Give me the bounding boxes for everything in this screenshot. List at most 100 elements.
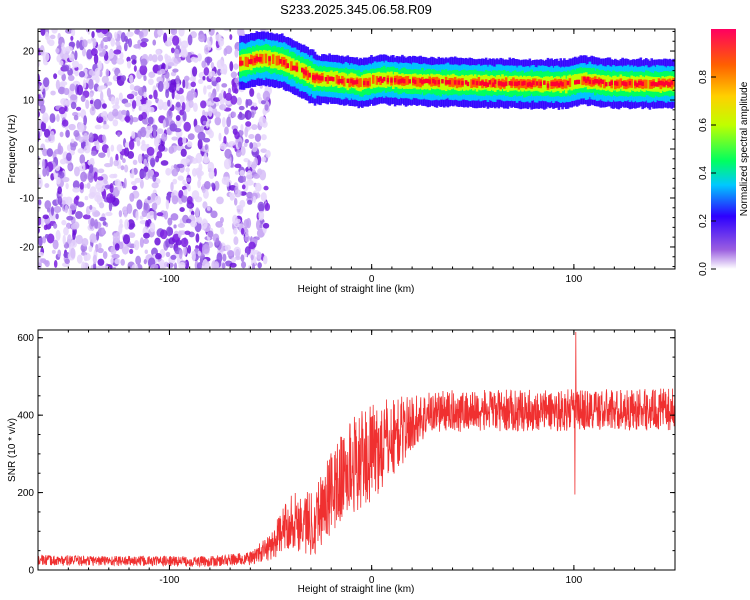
noise-blob: [185, 167, 190, 173]
noise-blob: [73, 114, 79, 121]
trace-cell: [661, 81, 664, 86]
trace-cell: [648, 80, 652, 89]
noise-blob: [57, 86, 66, 95]
noise-blob: [198, 78, 204, 85]
noise-blob: [42, 167, 47, 177]
noise-blob: [262, 222, 270, 229]
noise-blob: [96, 187, 105, 193]
noise-blob: [237, 141, 242, 149]
noise-blob: [200, 100, 207, 109]
noise-blob: [157, 81, 164, 92]
noise-blob: [105, 211, 113, 217]
trace-cell: [572, 74, 575, 90]
noise-blob: [240, 227, 245, 235]
noise-blob: [179, 109, 184, 116]
noise-blob: [197, 131, 206, 141]
trace-cell: [563, 79, 566, 89]
noise-blob: [159, 229, 168, 240]
trace-cell: [341, 78, 344, 84]
trace-cell: [333, 71, 337, 87]
noise-blob: [154, 237, 161, 246]
trace-cell: [643, 79, 646, 89]
noise-blob: [240, 146, 246, 156]
noise-blob: [101, 103, 107, 109]
noise-blob: [171, 29, 176, 34]
trace-cell: [415, 77, 419, 87]
trace-cell: [666, 81, 670, 87]
trace-cell: [308, 72, 311, 78]
noise-blob: [94, 67, 101, 78]
trace-cell: [257, 56, 260, 62]
noise-blob: [260, 100, 266, 105]
trace-cell: [432, 78, 435, 84]
noise-blob: [50, 90, 56, 96]
noise-blob: [177, 230, 182, 238]
spectrogram-y-tick-label: -20: [20, 242, 35, 253]
trace-cell: [486, 82, 490, 87]
trace-cell: [564, 79, 568, 89]
noise-blob: [169, 123, 178, 132]
noise-blob: [116, 144, 123, 153]
noise-blob: [231, 111, 237, 118]
trace-cell: [490, 78, 493, 88]
noise-blob: [140, 38, 149, 43]
noise-blob: [114, 101, 119, 107]
noise-blob: [94, 124, 102, 130]
noise-blob: [189, 76, 196, 82]
trace-cell: [628, 80, 632, 86]
noise-blob: [66, 215, 74, 221]
noise-blob: [87, 159, 95, 166]
noise-blob: [42, 148, 48, 157]
noise-blob: [139, 170, 147, 179]
noise-blob: [42, 214, 49, 220]
noise-blob: [234, 189, 242, 198]
trace-cell: [575, 79, 579, 85]
noise-blob: [55, 229, 61, 241]
noise-blob: [72, 187, 81, 193]
noise-blob: [129, 83, 135, 91]
noise-blob: [38, 133, 40, 143]
noise-blob: [61, 119, 69, 127]
snr-x-tick-label: 100: [566, 575, 583, 586]
noise-blob: [201, 60, 206, 69]
trace-cell: [635, 82, 639, 88]
noise-blob: [244, 234, 251, 243]
noise-blob: [214, 111, 221, 118]
noise-blob: [195, 152, 203, 164]
trace-cell: [461, 80, 464, 86]
noise-blob: [216, 82, 220, 92]
colorbar-ticks: 0.0 0.2 0.4 0.6 0.8: [698, 70, 716, 276]
trace-cell: [468, 74, 472, 90]
noise-blob: [70, 94, 78, 101]
trace-cell: [510, 81, 513, 86]
noise-blob: [110, 258, 114, 264]
trace-cell: [581, 76, 584, 86]
trace-cell: [402, 78, 406, 84]
snr-y-label: SNR (10 * v/v): [7, 418, 18, 482]
noise-blob: [122, 234, 131, 245]
noise-blob: [246, 217, 252, 229]
noise-blob: [148, 53, 153, 62]
trace-cell: [670, 80, 674, 85]
trace-cell: [577, 79, 581, 85]
noise-blob: [67, 74, 75, 82]
spectrogram-y-tick-label: 0: [28, 145, 34, 156]
noise-blob: [107, 147, 111, 158]
noise-blob: [169, 244, 174, 249]
trace-cell: [302, 69, 306, 75]
noise-blob: [65, 222, 72, 229]
noise-blob: [223, 158, 232, 170]
noise-blob: [256, 251, 262, 260]
noise-blob: [188, 100, 194, 109]
trace-cell: [384, 73, 388, 88]
trace-cell: [574, 80, 577, 85]
noise-blob: [95, 243, 99, 253]
noise-blob: [55, 213, 59, 220]
noise-blob: [135, 210, 139, 221]
noise-blob: [93, 171, 98, 182]
noise-blob: [184, 158, 191, 163]
noise-blob: [163, 210, 169, 220]
trace-cell: [311, 74, 315, 80]
trace-cell: [535, 81, 539, 86]
noise-blob: [85, 99, 90, 110]
